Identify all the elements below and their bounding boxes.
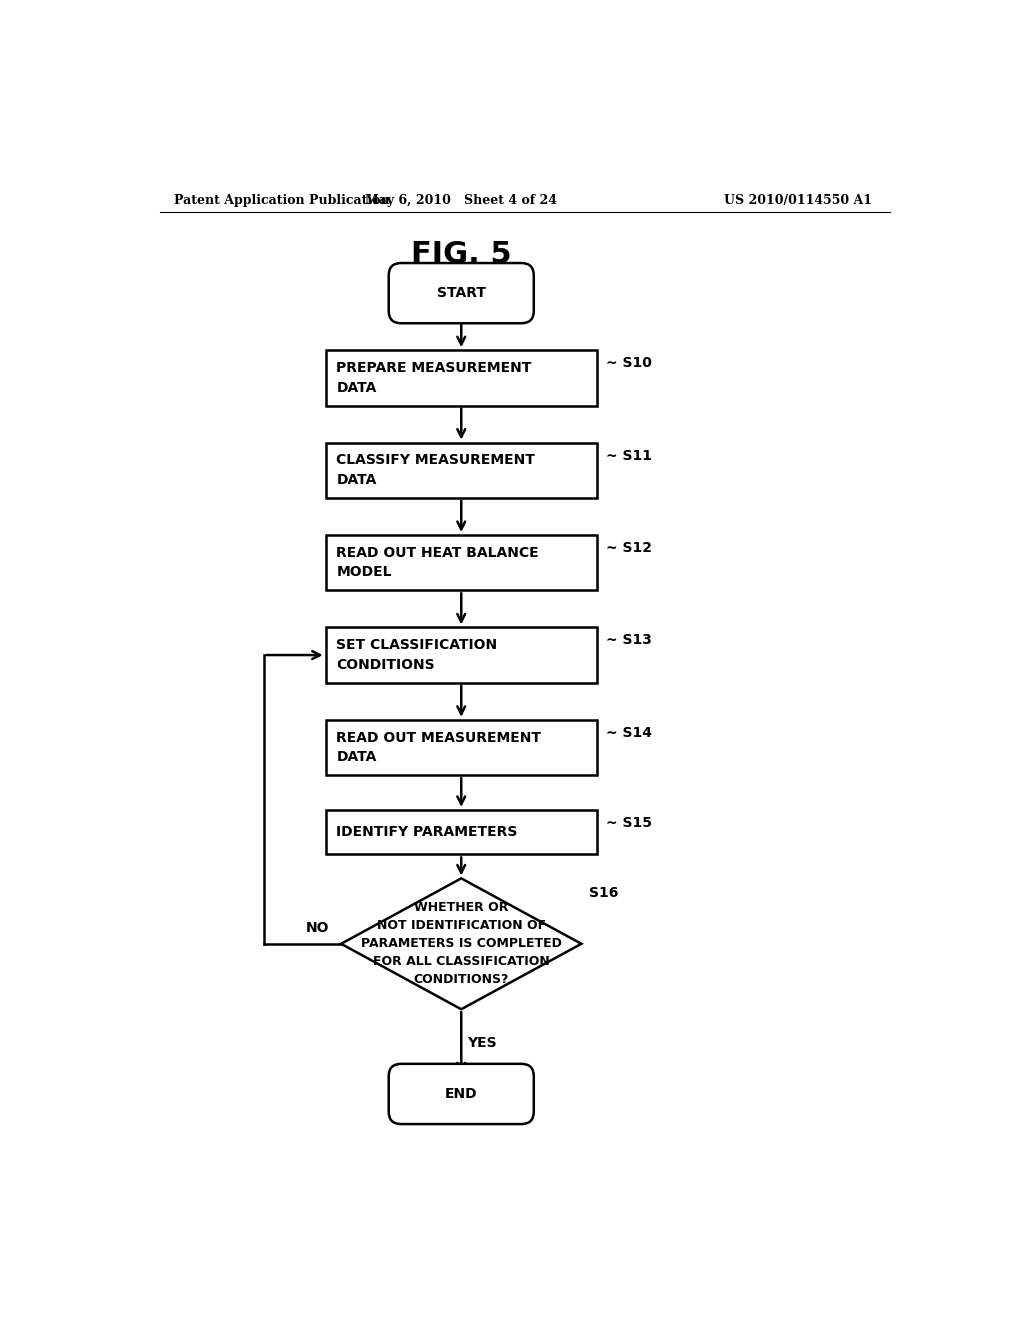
FancyBboxPatch shape bbox=[389, 1064, 534, 1125]
Text: ~ S12: ~ S12 bbox=[606, 541, 652, 556]
Bar bbox=[326, 810, 597, 854]
Text: ~ S14: ~ S14 bbox=[606, 726, 652, 741]
Text: S16: S16 bbox=[589, 886, 618, 900]
Text: ~ S15: ~ S15 bbox=[606, 816, 652, 830]
Text: IDENTIFY PARAMETERS: IDENTIFY PARAMETERS bbox=[337, 825, 518, 840]
Bar bbox=[326, 442, 597, 498]
Polygon shape bbox=[341, 878, 582, 1010]
Text: END: END bbox=[445, 1086, 477, 1101]
Text: READ OUT MEASUREMENT
DATA: READ OUT MEASUREMENT DATA bbox=[337, 731, 542, 764]
Text: NO: NO bbox=[306, 920, 330, 935]
Text: READ OUT HEAT BALANCE
MODEL: READ OUT HEAT BALANCE MODEL bbox=[337, 546, 539, 579]
Text: Patent Application Publication: Patent Application Publication bbox=[174, 194, 390, 207]
Text: PREPARE MEASUREMENT
DATA: PREPARE MEASUREMENT DATA bbox=[337, 362, 531, 395]
Text: YES: YES bbox=[467, 1036, 497, 1049]
Text: US 2010/0114550 A1: US 2010/0114550 A1 bbox=[724, 194, 872, 207]
Text: ~ S11: ~ S11 bbox=[606, 449, 652, 463]
Text: WHETHER OR
NOT IDENTIFICATION OF
PARAMETERS IS COMPLETED
FOR ALL CLASSIFICATION
: WHETHER OR NOT IDENTIFICATION OF PARAMET… bbox=[360, 902, 562, 986]
Text: ~ S13: ~ S13 bbox=[606, 634, 652, 648]
Text: SET CLASSIFICATION
CONDITIONS: SET CLASSIFICATION CONDITIONS bbox=[337, 639, 498, 672]
Bar bbox=[326, 350, 597, 405]
Bar bbox=[326, 535, 597, 590]
Text: START: START bbox=[437, 286, 485, 300]
Text: CLASSIFY MEASUREMENT
DATA: CLASSIFY MEASUREMENT DATA bbox=[337, 454, 536, 487]
Text: ~ S10: ~ S10 bbox=[606, 356, 652, 371]
FancyBboxPatch shape bbox=[389, 263, 534, 323]
Text: FIG. 5: FIG. 5 bbox=[411, 240, 512, 269]
Bar bbox=[326, 627, 597, 682]
Bar bbox=[326, 719, 597, 775]
Text: May 6, 2010   Sheet 4 of 24: May 6, 2010 Sheet 4 of 24 bbox=[366, 194, 557, 207]
